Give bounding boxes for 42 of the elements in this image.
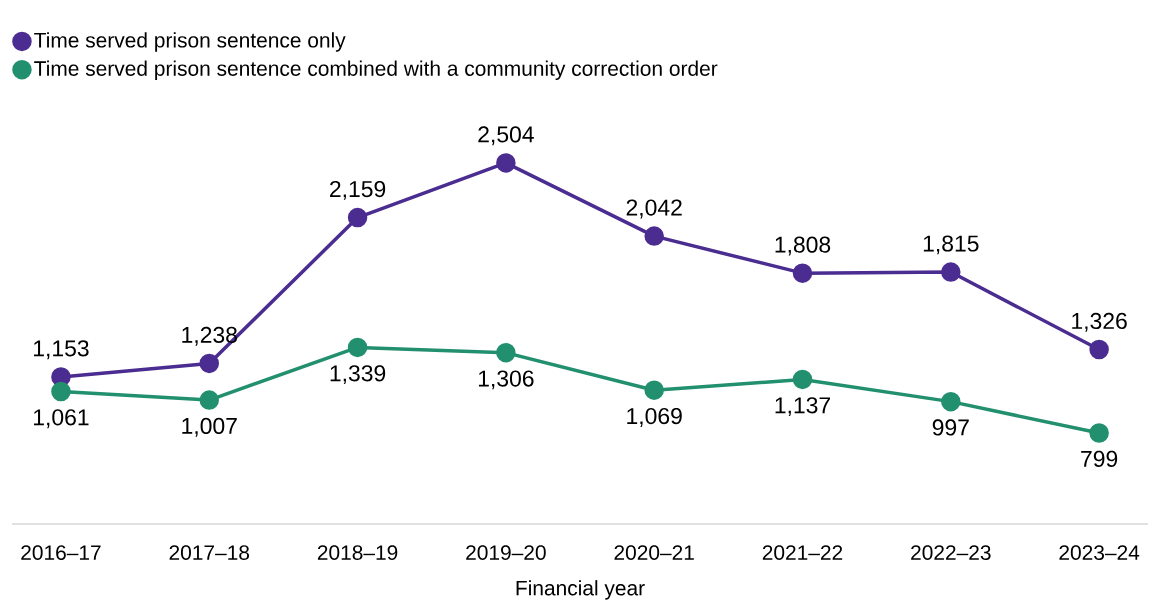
x-tick-label: 2021–22 bbox=[762, 545, 843, 560]
x-tick-label: 2020–21 bbox=[614, 545, 694, 560]
point bbox=[199, 353, 219, 374]
data-label: 2,042 bbox=[626, 199, 682, 219]
x-tick-label: 2019–20 bbox=[466, 545, 546, 560]
data-label: 1,339 bbox=[330, 365, 386, 385]
x-axis-title: Financial year bbox=[516, 580, 645, 600]
point bbox=[1089, 423, 1109, 443]
data-label: 1,815 bbox=[923, 235, 979, 255]
point bbox=[941, 391, 961, 412]
x-tick-label: 2023–24 bbox=[1059, 545, 1140, 560]
data-label: 2,159 bbox=[330, 180, 386, 200]
x-tick-label: 2018–19 bbox=[317, 545, 398, 560]
data-label: 1,238 bbox=[182, 326, 237, 346]
x-tick-label: 2022–23 bbox=[911, 545, 991, 560]
data-label: 1,137 bbox=[775, 397, 831, 417]
point bbox=[941, 262, 961, 282]
point bbox=[347, 337, 368, 358]
point bbox=[199, 390, 219, 410]
x-tick-label: 2017–18 bbox=[169, 545, 250, 560]
data-label: 1,808 bbox=[775, 236, 831, 256]
data-label: 1,306 bbox=[478, 370, 534, 390]
x-tick-label: 2016–17 bbox=[21, 545, 101, 560]
legend-label: Time served prison sentence combined with a community correction order bbox=[34, 60, 718, 81]
point bbox=[644, 226, 664, 246]
data-label: 1,061 bbox=[34, 409, 89, 429]
legend-label: Time served prison sentence only bbox=[34, 32, 346, 52]
point bbox=[496, 342, 516, 363]
data-label: 1,069 bbox=[627, 407, 682, 427]
data-label: 1,153 bbox=[34, 340, 89, 360]
point bbox=[347, 207, 368, 228]
point bbox=[792, 263, 813, 283]
point bbox=[51, 381, 71, 402]
data-label: 2,504 bbox=[478, 126, 534, 146]
point bbox=[496, 153, 516, 173]
data-label: 1,007 bbox=[182, 417, 237, 437]
point bbox=[1089, 339, 1109, 360]
data-label: 799 bbox=[1081, 450, 1118, 467]
point bbox=[792, 369, 813, 390]
data-label: 997 bbox=[932, 419, 969, 436]
data-label: 1,326 bbox=[1072, 312, 1127, 332]
point bbox=[644, 380, 664, 400]
